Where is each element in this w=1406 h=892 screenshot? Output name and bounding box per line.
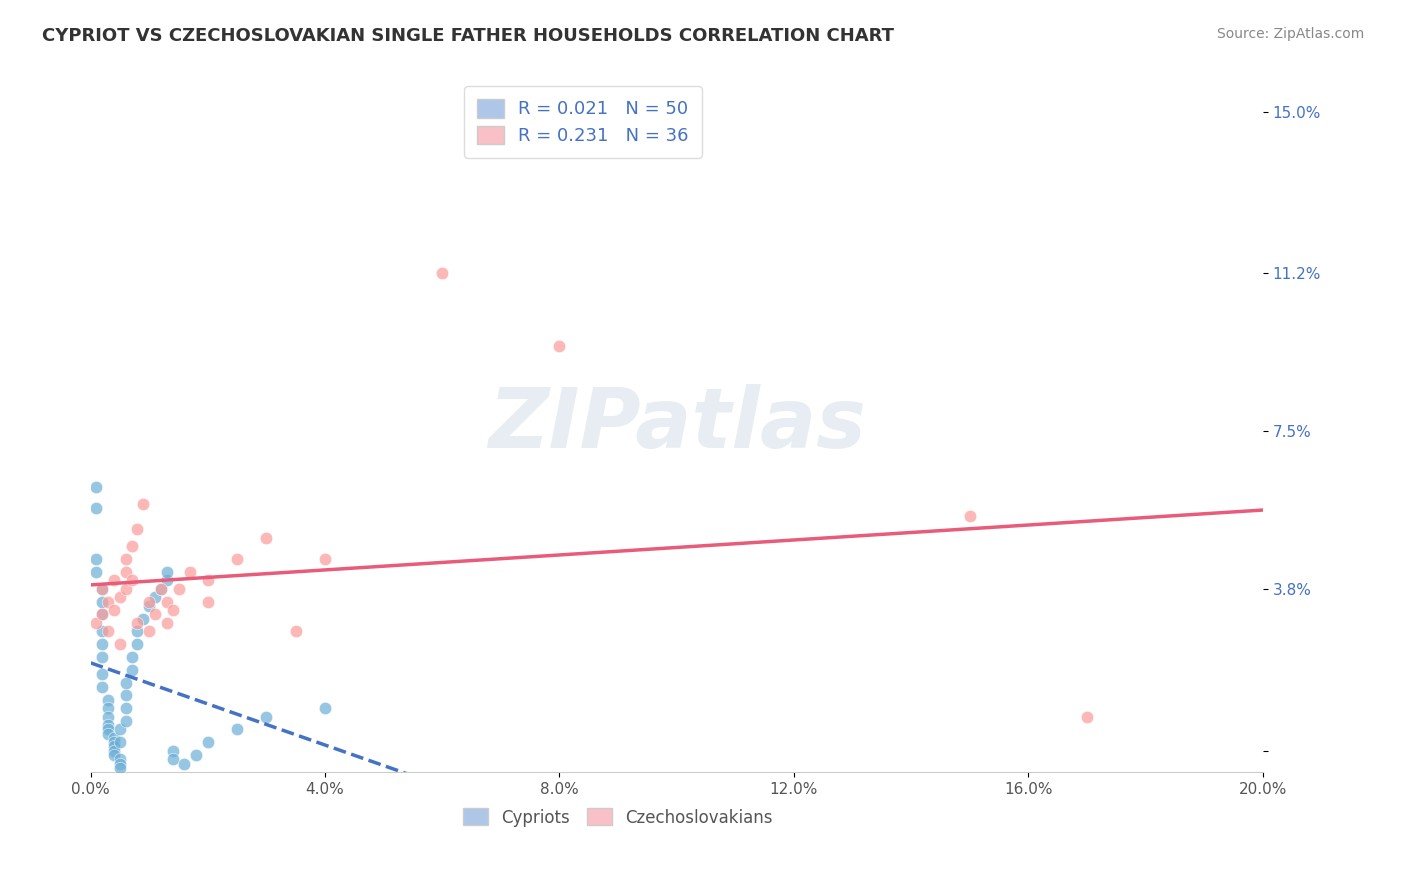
Point: [226, 723, 249, 737]
Point: [91, 667, 114, 681]
Point: [91, 650, 114, 665]
Point: [108, 735, 131, 749]
Point: [156, 594, 179, 608]
Text: ZIPatlas: ZIPatlas: [488, 384, 866, 466]
Point: [91, 582, 114, 596]
Point: [114, 701, 136, 715]
Point: [114, 675, 136, 690]
Point: [121, 650, 143, 665]
Point: [314, 701, 336, 715]
Point: [226, 552, 249, 566]
Point: [108, 761, 131, 775]
Point: [127, 637, 149, 651]
Point: [108, 591, 131, 605]
Point: [86, 500, 108, 515]
Point: [114, 552, 136, 566]
Point: [91, 582, 114, 596]
Point: [103, 731, 125, 745]
Point: [156, 565, 179, 579]
Point: [121, 574, 143, 588]
Legend: Cypriots, Czechoslovakians: Cypriots, Czechoslovakians: [457, 802, 779, 833]
Point: [127, 522, 149, 536]
Point: [121, 539, 143, 553]
Point: [127, 615, 149, 630]
Point: [97, 709, 120, 723]
Point: [97, 727, 120, 741]
Point: [97, 718, 120, 732]
Point: [254, 709, 277, 723]
Point: [86, 552, 108, 566]
Text: Source: ZipAtlas.com: Source: ZipAtlas.com: [1216, 27, 1364, 41]
Point: [162, 752, 184, 766]
Point: [86, 479, 108, 493]
Point: [97, 723, 120, 737]
Point: [184, 747, 207, 762]
Point: [121, 663, 143, 677]
Point: [86, 565, 108, 579]
Point: [97, 624, 120, 639]
Point: [97, 701, 120, 715]
Point: [143, 607, 166, 622]
Point: [103, 747, 125, 762]
Point: [114, 582, 136, 596]
Point: [156, 615, 179, 630]
Point: [108, 723, 131, 737]
Point: [149, 582, 172, 596]
Point: [127, 624, 149, 639]
Point: [173, 756, 195, 771]
Point: [103, 744, 125, 758]
Point: [284, 624, 307, 639]
Point: [959, 509, 981, 524]
Point: [86, 615, 108, 630]
Point: [548, 339, 571, 353]
Point: [162, 603, 184, 617]
Point: [314, 552, 336, 566]
Point: [162, 744, 184, 758]
Point: [179, 565, 201, 579]
Point: [167, 582, 190, 596]
Point: [91, 680, 114, 694]
Point: [197, 574, 219, 588]
Point: [103, 735, 125, 749]
Point: [114, 565, 136, 579]
Point: [91, 624, 114, 639]
Point: [108, 752, 131, 766]
Point: [156, 574, 179, 588]
Point: [138, 624, 160, 639]
Point: [108, 756, 131, 771]
Point: [149, 582, 172, 596]
Text: CYPRIOT VS CZECHOSLOVAKIAN SINGLE FATHER HOUSEHOLDS CORRELATION CHART: CYPRIOT VS CZECHOSLOVAKIAN SINGLE FATHER…: [42, 27, 894, 45]
Point: [108, 637, 131, 651]
Point: [114, 714, 136, 728]
Point: [91, 607, 114, 622]
Point: [197, 735, 219, 749]
Point: [114, 689, 136, 703]
Point: [197, 594, 219, 608]
Point: [103, 739, 125, 754]
Point: [132, 612, 155, 626]
Point: [91, 607, 114, 622]
Point: [103, 574, 125, 588]
Point: [97, 692, 120, 706]
Point: [97, 594, 120, 608]
Point: [432, 267, 454, 281]
Point: [138, 594, 160, 608]
Point: [143, 591, 166, 605]
Point: [91, 594, 114, 608]
Point: [138, 599, 160, 613]
Point: [254, 531, 277, 545]
Point: [1076, 709, 1098, 723]
Point: [91, 637, 114, 651]
Point: [103, 603, 125, 617]
Point: [132, 497, 155, 511]
